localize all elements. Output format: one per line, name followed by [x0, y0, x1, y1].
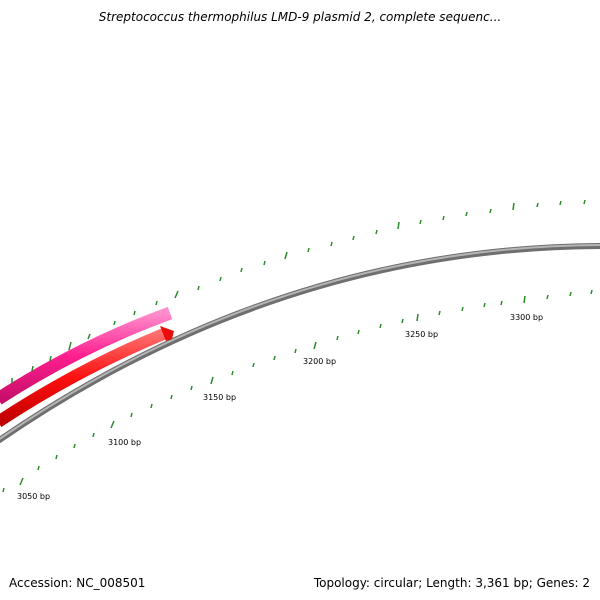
gene-feature-inner-arrowhead: [160, 326, 174, 341]
outer-tick-ring: [11, 199, 586, 383]
tick-label-3300: 3300 bp: [510, 313, 543, 322]
gene-feature-inner: [0, 327, 169, 428]
gene-feature-outer: [0, 306, 173, 405]
inner-tick-ring: [2, 289, 593, 493]
tick-label-3250: 3250 bp: [405, 330, 438, 339]
tick-label-3150: 3150 bp: [203, 393, 236, 402]
accession-label: Accession: NC_008501: [9, 576, 146, 590]
tick-label-3100: 3100 bp: [108, 438, 141, 447]
topology-summary: Topology: circular; Length: 3,361 bp; Ge…: [313, 576, 590, 590]
backbone-arc-highlight: [0, 244, 600, 440]
map-title: Streptococcus thermophilus LMD-9 plasmid…: [98, 10, 502, 24]
tick-label-3050: 3050 bp: [17, 492, 50, 501]
tick-label-3200: 3200 bp: [303, 357, 336, 366]
